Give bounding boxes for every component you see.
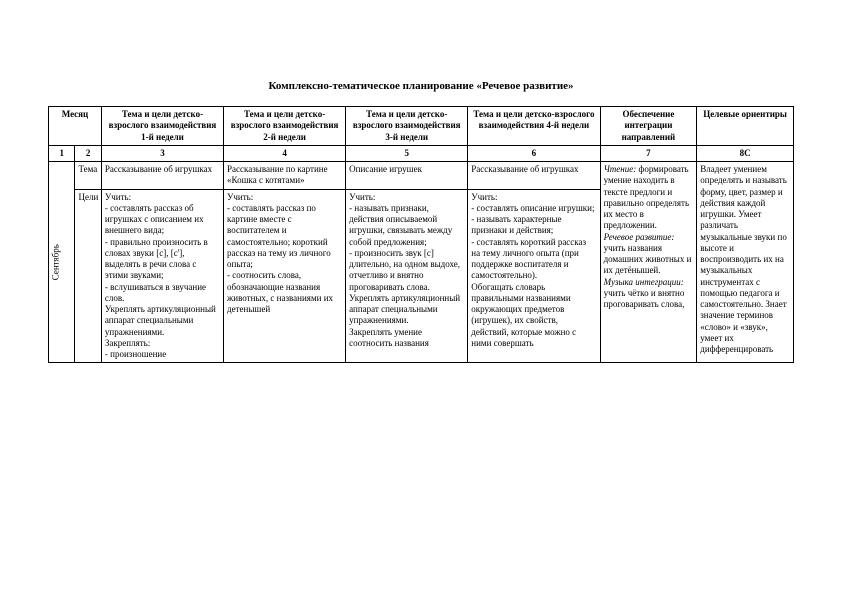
colnum-2: 2 bbox=[75, 145, 101, 161]
colnum-7: 7 bbox=[600, 145, 697, 161]
colnum-5: 5 bbox=[346, 145, 468, 161]
integration-cell: Чтение: формировать умение находить в те… bbox=[600, 162, 697, 363]
header-row: Месяц Тема и цели детско-взрослого взаим… bbox=[49, 107, 794, 146]
goals-label-cell: Цели bbox=[75, 189, 101, 363]
header-month: Месяц bbox=[49, 107, 102, 146]
month-cell: Сентябрь bbox=[49, 162, 75, 363]
header-week3: Тема и цели детско-взрослого взаимодейст… bbox=[346, 107, 468, 146]
theme-week3: Описание игрушек bbox=[346, 162, 468, 190]
document-title: Комплексно-тематическое планирование «Ре… bbox=[48, 80, 794, 92]
theme-label-cell: Тема bbox=[75, 162, 101, 190]
goals-week1: Учить:- составлять рассказ об игрушках с… bbox=[101, 189, 223, 363]
integration-speech-label: Речевое развитие: bbox=[604, 232, 675, 242]
integration-reading-label: Чтение: bbox=[604, 164, 637, 174]
integration-music-text: учить чётко и внятно проговаривать слова… bbox=[604, 288, 685, 309]
theme-week1: Рассказывание об игрушках bbox=[101, 162, 223, 190]
integration-speech-text: учить названия домашних животных и их де… bbox=[604, 243, 692, 276]
header-targets: Целевые ориентиры bbox=[697, 107, 794, 146]
goals-week3: Учить:- называть признаки, действия опис… bbox=[346, 189, 468, 363]
theme-week2: Рассказывание по картине «Кошка с котята… bbox=[224, 162, 346, 190]
colnum-6: 6 bbox=[468, 145, 600, 161]
colnum-3: 3 bbox=[101, 145, 223, 161]
theme-week4: Рассказывание об игрушках bbox=[468, 162, 600, 190]
theme-row: Сентябрь Тема Рассказывание об игрушках … bbox=[49, 162, 794, 190]
goals-week2: Учить:- составлять рассказ по картине вм… bbox=[224, 189, 346, 363]
column-number-row: 1 2 3 4 5 6 7 8С bbox=[49, 145, 794, 161]
header-integration: Обеспечение интеграции направлений bbox=[600, 107, 697, 146]
integration-music-label: Музыка интеграции: bbox=[604, 277, 684, 287]
colnum-1: 1 bbox=[49, 145, 75, 161]
planning-table: Месяц Тема и цели детско-взрослого взаим… bbox=[48, 106, 794, 363]
header-week1: Тема и цели детско-взрослого взаимодейст… bbox=[101, 107, 223, 146]
targets-cell: Владеет умением определять и называть фо… bbox=[697, 162, 794, 363]
header-week4: Тема и цели детско-взрослого взаимодейст… bbox=[468, 107, 600, 146]
goals-week4: Учить:- составлять описание игрушки;- на… bbox=[468, 189, 600, 363]
colnum-8: 8С bbox=[697, 145, 794, 161]
colnum-4: 4 bbox=[224, 145, 346, 161]
header-week2: Тема и цели детско-взрослого взаимодейст… bbox=[224, 107, 346, 146]
